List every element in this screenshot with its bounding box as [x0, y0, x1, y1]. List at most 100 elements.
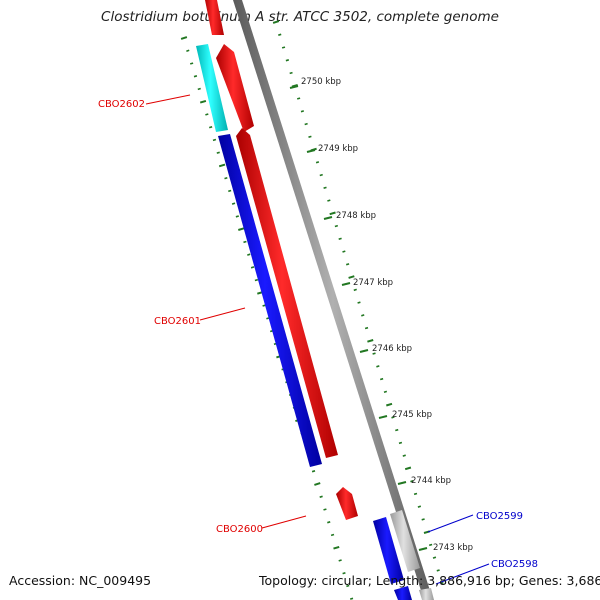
outer-tick-mark: [304, 122, 308, 126]
outer-tick-mark: [440, 581, 444, 585]
inner-tick-mark: [311, 470, 316, 473]
inner-tick-mark: [342, 572, 346, 575]
cbo2602-label-line: [145, 94, 191, 105]
outer-tick-mark: [404, 466, 412, 471]
feature-group: [196, 0, 434, 600]
outer-tick-mark: [323, 186, 327, 189]
outer-tick-mark: [308, 135, 312, 138]
outer-tick-mark: [329, 211, 336, 216]
inner-tick-mark: [243, 240, 247, 244]
inner-tick-mark: [235, 215, 240, 218]
outer-tick-mark: [300, 110, 305, 113]
inner-tick-mark: [330, 533, 335, 537]
outer-tick-mark: [342, 250, 346, 253]
tick-label-2749: 2749 kbp: [318, 144, 358, 154]
inner-tick-mark: [205, 113, 209, 116]
outer-tick-mark: [379, 377, 384, 381]
gene-label-cbo2600[interactable]: CBO2600: [216, 524, 263, 535]
outer-tick-mark: [432, 556, 437, 559]
inner-tick-mark: [319, 495, 323, 498]
genome-backbone: [233, 0, 433, 600]
inner-tick-mark: [208, 126, 213, 129]
inner-tick-mark: [189, 62, 194, 65]
outer-tick-mark: [395, 428, 399, 432]
orf-gray[interactable]: [390, 510, 420, 572]
outer-tick-mark: [357, 301, 361, 304]
inner-tick-mark: [254, 278, 259, 282]
cbo2600-label-line: [261, 515, 307, 529]
inner-tick-mark: [349, 597, 354, 600]
tick-2749-mark: [306, 149, 316, 153]
tick-2744-mark: [397, 481, 407, 485]
gene-label-cbo2602[interactable]: CBO2602: [98, 99, 145, 110]
outer-tick-mark: [391, 416, 395, 419]
outer-tick-mark: [436, 569, 440, 572]
tick-2748-mark: [323, 216, 333, 220]
outer-tick-mark: [410, 479, 414, 483]
tick-label-2746: 2746 kbp: [372, 344, 412, 354]
accession-text: Accession: NC_009495: [9, 573, 152, 588]
gene-label-lines: [145, 94, 490, 585]
inner-tick-mark: [180, 36, 188, 40]
outer-tick-mark: [353, 288, 357, 292]
gene-label-cbo2599[interactable]: CBO2599: [476, 511, 523, 522]
cds-cbo2598-blue[interactable]: [394, 586, 412, 600]
outer-tick-mark: [383, 390, 388, 394]
tick-label-2747: 2747 kbp: [353, 278, 393, 288]
inner-tick-mark: [314, 482, 321, 486]
outer-tick-mark: [361, 314, 365, 317]
tick-2743-mark: [418, 547, 428, 551]
outer-tick-mark: [372, 352, 376, 355]
outer-tick-mark: [315, 161, 320, 164]
outer-tick-mark: [289, 71, 293, 75]
tick-label-2744: 2744 kbp: [411, 476, 451, 486]
tick-2747-mark: [341, 282, 351, 286]
cds-cbo2599-blue[interactable]: [373, 517, 404, 584]
outer-tick-mark: [413, 492, 418, 496]
outer-tick-mark: [376, 365, 380, 368]
cds-cbo2601[interactable]: [236, 128, 338, 458]
cds-cbo2600[interactable]: [336, 487, 358, 520]
tick-label-2743: 2743 kbp: [433, 543, 473, 553]
cds-cbo2602-forward-strand[interactable]: [204, 0, 224, 35]
outer-tick-mark: [386, 402, 393, 407]
inner-tick-mark: [231, 202, 236, 205]
white-gap-marker: [419, 588, 434, 600]
gene-label-cbo2598[interactable]: CBO2598: [491, 559, 538, 570]
cds-cbo2601-blue[interactable]: [218, 134, 322, 467]
inner-tick-mark: [216, 151, 220, 154]
inner-tick-mark: [199, 99, 207, 104]
cds-cbo2602[interactable]: [216, 44, 254, 132]
inner-tick-mark: [186, 49, 190, 52]
gene-label-cbo2601[interactable]: CBO2601: [154, 316, 201, 327]
tick-2746-mark: [359, 349, 369, 353]
outer-tick-mark: [402, 454, 406, 457]
tick-label-2745: 2745 kbp: [392, 410, 432, 420]
inner-tick-mark: [212, 138, 217, 142]
tick-2745-mark: [378, 415, 388, 419]
outer-tick-mark: [338, 237, 342, 240]
inner-tick-mark: [228, 189, 232, 193]
tick-2750-mark: [289, 85, 299, 89]
inner-tick-mark: [323, 508, 327, 511]
tick-ring-group: [180, 20, 444, 600]
outer-tick-mark: [272, 20, 280, 24]
inner-tick-mark: [197, 87, 201, 91]
inner-tick-mark: [218, 163, 226, 168]
outer-tick-mark: [281, 46, 286, 49]
orf-cyan-1[interactable]: [196, 44, 228, 132]
inner-tick-mark: [238, 227, 245, 231]
outer-tick-mark: [296, 97, 301, 100]
outer-tick-mark: [364, 326, 369, 330]
outer-tick-mark: [348, 275, 355, 279]
inner-tick-mark: [327, 521, 331, 524]
inner-tick-mark: [333, 545, 340, 550]
gene-labels: CBO2602 CBO2601 CBO2600 CBO2599 CBO2598: [98, 99, 538, 570]
outer-tick-mark: [334, 224, 339, 228]
inner-tick-mark: [224, 176, 228, 180]
outer-tick-mark: [285, 59, 290, 62]
outer-tick-mark: [398, 441, 403, 445]
outer-tick-mark: [327, 199, 331, 202]
outer-tick-mark: [367, 339, 374, 343]
